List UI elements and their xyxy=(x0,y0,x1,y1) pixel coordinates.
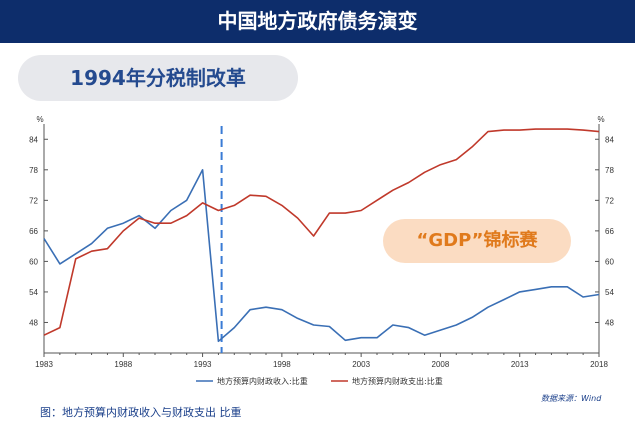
data-source: 数据来源：Wind xyxy=(541,394,602,403)
x-tick-label: 1988 xyxy=(114,360,132,369)
gdp-tournament-label: “GDP”锦标赛 xyxy=(416,230,538,251)
reform-label-pill: 1994年分税制改革 xyxy=(18,55,298,101)
y-tick-label-left: 54 xyxy=(29,288,38,297)
header-bar: 中国地方政府债务演变 xyxy=(0,0,635,43)
y-tick-label-right: 48 xyxy=(605,318,614,327)
legend-label-revenue: 地方预算内财政收入:比重 xyxy=(217,376,308,386)
y-tick-label-right: 66 xyxy=(605,227,614,236)
y-tick-label-left: 48 xyxy=(29,318,38,327)
x-tick-label: 2018 xyxy=(590,360,608,369)
y-unit-label-right: % xyxy=(597,115,604,124)
y-tick-label-left: 66 xyxy=(29,227,38,236)
y-tick-label-right: 60 xyxy=(605,257,614,266)
y-tick-label-right: 84 xyxy=(605,135,614,144)
legend-label-expenditure: 地方预算内财政支出:比重 xyxy=(352,376,443,386)
page-title: 中国地方政府债务演变 xyxy=(217,9,418,33)
gdp-tournament-badge: “GDP”锦标赛 xyxy=(383,219,571,263)
y-tick-label-left: 78 xyxy=(29,166,38,175)
y-unit-label-left: % xyxy=(36,115,43,124)
x-tick-label: 2008 xyxy=(432,360,450,369)
y-tick-label-left: 72 xyxy=(29,196,38,205)
chart-legend: 地方预算内财政收入:比重 地方预算内财政支出:比重 xyxy=(196,376,443,386)
y-tick-label-left: 84 xyxy=(29,135,38,144)
line-chart: % % 48 48 54 54 60 60 66 66 72 72 78 78 84 84 1983 1988 19… xyxy=(29,115,614,386)
expenditure-share-line xyxy=(43,128,600,336)
x-tick-label: 2013 xyxy=(511,360,529,369)
x-tick-label: 1998 xyxy=(273,360,291,369)
y-tick-label-left: 60 xyxy=(29,257,38,266)
y-tick-label-right: 78 xyxy=(605,166,614,175)
y-tick-label-right: 72 xyxy=(605,196,614,205)
x-tick-label: 1993 xyxy=(194,360,212,369)
chart-series xyxy=(43,126,600,353)
x-tick-label: 2003 xyxy=(352,360,370,369)
x-tick-label: 1983 xyxy=(35,360,53,369)
revenue-share-line xyxy=(43,168,600,343)
y-tick-label-right: 54 xyxy=(605,288,614,297)
reform-label: 1994年分税制改革 xyxy=(70,66,246,90)
chart-axes: % % 48 48 54 54 60 60 66 66 72 72 78 78 84 84 1983 1988 19… xyxy=(29,115,614,369)
chart-caption: 图：地方预算内财政收入与财政支出 比重 xyxy=(40,406,242,419)
